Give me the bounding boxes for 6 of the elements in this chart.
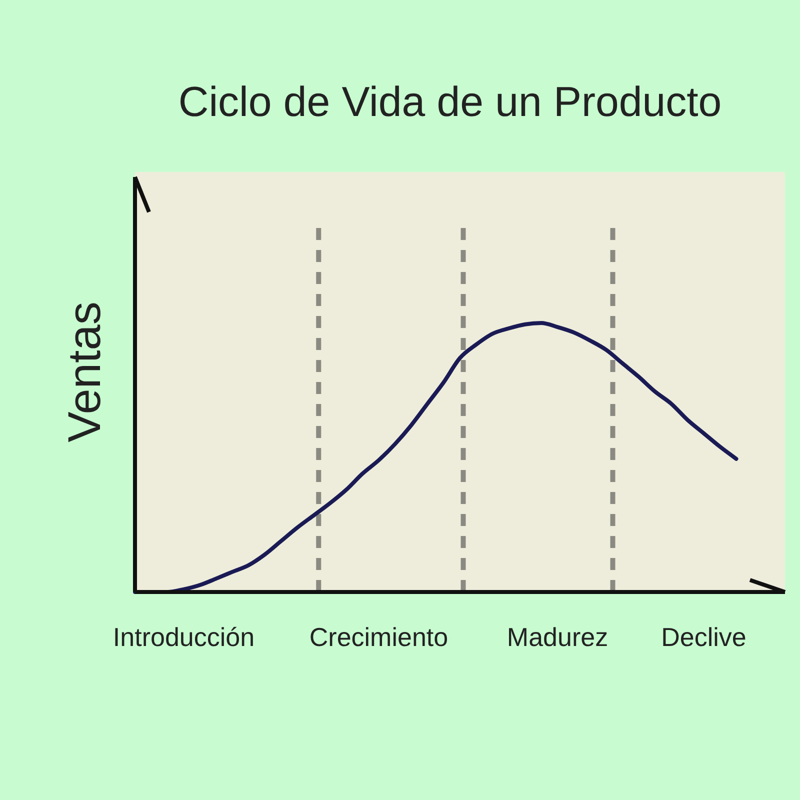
y-axis-title: Ventas bbox=[58, 302, 110, 442]
chart-title: Ciclo de Vida de un Producto bbox=[178, 78, 722, 125]
x-tick-label: Introducción bbox=[112, 622, 255, 652]
x-tick-label: Madurez bbox=[506, 622, 608, 652]
x-tick-label: Crecimiento bbox=[309, 622, 448, 652]
x-tick-label: Declive bbox=[661, 622, 746, 652]
